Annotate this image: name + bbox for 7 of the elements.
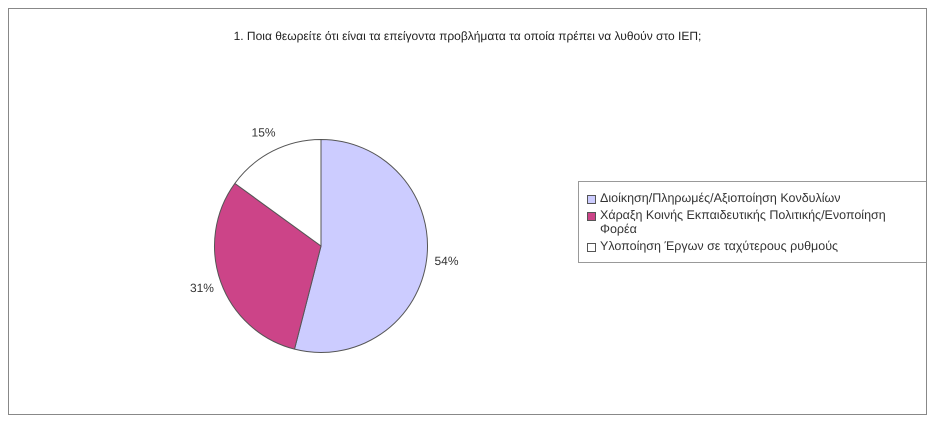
- legend-label: Υλοποίηση Έργων σε ταχύτερους ρυθμούς: [600, 239, 838, 253]
- data-label: 54%: [434, 254, 459, 268]
- data-label: 15%: [252, 126, 276, 140]
- legend-label: Χάραξη Κοινής Εκπαιδευτικής Πολιτικής/Ενοποίηση Φορέα: [600, 208, 887, 236]
- data-label: 31%: [190, 281, 214, 296]
- chart-title: 1. Ποια θεωρείτε ότι είναι τα επείγοντα προβλήματα τα οποία πρέπει να λυθούν στο ΙΕΠ;: [232, 29, 702, 43]
- legend-label: Διοίκηση/Πληρωμές/Αξιοποίηση Κονδυλίων: [600, 191, 841, 205]
